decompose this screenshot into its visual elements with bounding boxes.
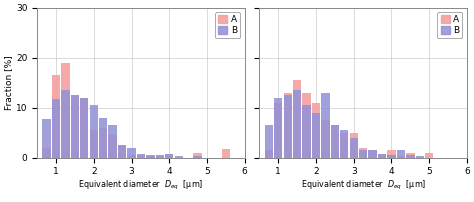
Bar <box>340 130 348 158</box>
Bar <box>61 63 70 158</box>
Bar <box>146 155 155 158</box>
Bar <box>425 153 433 158</box>
Bar <box>99 128 107 158</box>
Bar <box>283 93 292 158</box>
Bar <box>321 120 329 158</box>
Bar <box>52 99 60 158</box>
Bar <box>99 118 107 158</box>
Bar <box>80 98 89 158</box>
Bar <box>397 150 405 158</box>
Bar <box>387 150 396 158</box>
Bar <box>416 156 424 158</box>
Bar <box>90 130 98 158</box>
Legend: A, B: A, B <box>438 12 463 38</box>
Bar <box>90 105 98 158</box>
Bar <box>321 93 329 158</box>
Bar <box>137 154 145 158</box>
Bar <box>264 150 273 158</box>
Bar <box>368 150 377 158</box>
Bar <box>274 103 283 158</box>
Bar <box>165 154 173 158</box>
Bar <box>128 148 136 158</box>
Bar <box>293 80 301 158</box>
Bar <box>165 154 173 158</box>
Y-axis label: Fraction [%]: Fraction [%] <box>4 55 13 110</box>
Bar <box>397 156 405 158</box>
Bar <box>43 119 51 158</box>
Bar <box>174 156 183 158</box>
Bar <box>406 155 414 158</box>
Bar <box>359 150 367 158</box>
Bar <box>43 148 51 158</box>
Legend: A, B: A, B <box>215 12 240 38</box>
Bar <box>331 125 339 158</box>
Bar <box>378 154 386 158</box>
Bar <box>80 98 89 158</box>
Bar <box>193 153 202 158</box>
Bar <box>52 75 60 158</box>
Bar <box>264 125 273 158</box>
Bar <box>71 95 79 158</box>
Bar <box>137 155 145 158</box>
Bar <box>350 138 358 158</box>
Bar <box>222 149 230 158</box>
Bar <box>118 145 126 158</box>
Bar <box>193 156 202 158</box>
Bar <box>118 145 126 158</box>
Bar <box>387 155 396 158</box>
Bar <box>302 105 311 158</box>
Bar <box>155 156 164 158</box>
Bar <box>146 156 155 158</box>
Bar <box>109 135 117 158</box>
Bar <box>312 103 320 158</box>
Bar <box>302 93 311 158</box>
Bar <box>61 90 70 158</box>
Bar <box>71 95 79 158</box>
Bar <box>293 90 301 158</box>
Bar <box>331 125 339 158</box>
Bar <box>350 133 358 158</box>
Bar <box>378 154 386 158</box>
Bar <box>128 155 136 158</box>
Bar <box>109 125 117 158</box>
Bar <box>359 148 367 158</box>
Bar <box>312 113 320 158</box>
Bar <box>283 95 292 158</box>
X-axis label: Equivalent diameter  $D_{eq}$  [μm]: Equivalent diameter $D_{eq}$ [μm] <box>301 179 426 192</box>
Bar <box>340 133 348 158</box>
Bar <box>368 150 377 158</box>
Bar <box>155 155 164 158</box>
Bar <box>406 153 414 158</box>
Bar <box>274 98 283 158</box>
X-axis label: Equivalent diameter  $D_{eq}$  [μm]: Equivalent diameter $D_{eq}$ [μm] <box>78 179 204 192</box>
